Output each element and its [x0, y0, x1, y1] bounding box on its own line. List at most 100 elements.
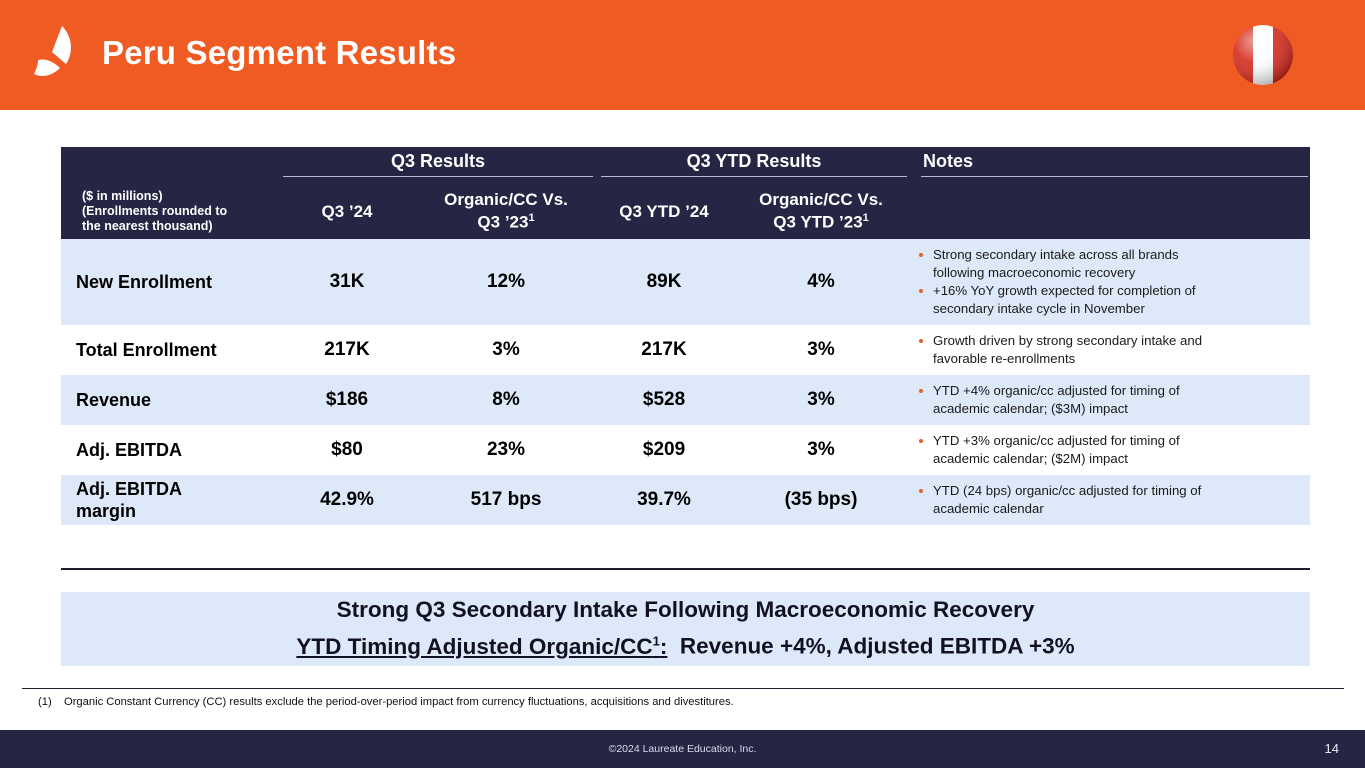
row-notes-cell: YTD (24 bps) organic/cc adjusted for tim… [911, 475, 1311, 525]
summary-callout-superscript: 1 [652, 633, 660, 649]
note-item: Strong secondary intake across all brand… [911, 246, 1310, 282]
row-value-ytd-organic: 3% [731, 425, 912, 475]
column-header-ytd-24: Q3 YTD ’24 [597, 183, 732, 239]
note-line: following macroeconomic recovery [933, 265, 1136, 280]
summary-callout-underlined: YTD Timing Adjusted Organic/CC1: [296, 633, 668, 659]
row-value-q3-organic: 8% [415, 375, 598, 425]
row-metric-label: Revenue [61, 375, 279, 425]
row-notes-cell: YTD +3% organic/cc adjusted for timing o… [911, 425, 1311, 475]
footnote-number: (1) [38, 696, 52, 708]
note-list: Strong secondary intake across all brand… [911, 246, 1310, 318]
footnote: (1) Organic Constant Currency (CC) result… [38, 694, 734, 710]
group-header-q3-ytd-label: Q3 YTD Results [686, 151, 822, 171]
note-list: YTD +3% organic/cc adjusted for timing o… [911, 432, 1310, 468]
row-value-q3-24: 31K [279, 239, 415, 325]
units-note-line2: (Enrollments rounded to [82, 203, 228, 218]
units-note-line3: the nearest thousand) [82, 218, 213, 233]
table-row: Adj. EBITDA margin 42.9% 517 bps 39.7% (35 bp… [61, 475, 1311, 525]
row-notes-cell: Strong secondary intake across all brand… [911, 239, 1311, 325]
group-header-q3-ytd: Q3 YTD Results [597, 147, 912, 183]
summary-callout-colon: : [659, 633, 668, 659]
row-value-ytd-24: 39.7% [597, 475, 732, 525]
summary-callout: Strong Q3 Secondary Intake Following Mac… [61, 592, 1310, 666]
summary-callout-line1: Strong Q3 Secondary Intake Following Mac… [336, 597, 1035, 623]
column-header-q3-24: Q3 ’24 [279, 183, 415, 239]
note-line: +16% YoY growth expected for completion … [933, 283, 1196, 298]
footnote-text: Organic Constant Currency (CC) results e… [64, 696, 734, 708]
note-line: secondary intake cycle in November [933, 301, 1145, 316]
row-metric-line2: margin [76, 501, 137, 521]
row-notes-cell: YTD +4% organic/cc adjusted for timing o… [911, 375, 1311, 425]
summary-callout-underlined-text: YTD Timing Adjusted Organic/CC [296, 633, 653, 659]
note-line: academic calendar; ($3M) impact [933, 401, 1128, 416]
table-row: New Enrollment 31K 12% 89K 4% Strong secondar… [61, 239, 1311, 325]
column-header-q3-organic-line2-text: Q3 ’23 [477, 212, 529, 232]
units-note-cell: ($ in millions) (Enrollments rounded to … [61, 183, 279, 239]
row-value-q3-24: 217K [279, 325, 415, 375]
units-note-line1: ($ in millions) [82, 188, 163, 203]
note-list: YTD +4% organic/cc adjusted for timing o… [911, 382, 1310, 418]
group-header-q3: Q3 Results [279, 147, 598, 183]
note-item: Growth driven by strong secondary intake… [911, 332, 1310, 368]
footer-copyright: ©2024 Laureate Education, Inc. [608, 743, 757, 755]
column-header-q3-organic-line2: Q3 ’231 [415, 209, 597, 232]
column-header-ytd-organic-line2-text: Q3 YTD ’23 [773, 212, 863, 232]
table-row: Total Enrollment 217K 3% 217K 3% Growth drive… [61, 325, 1311, 375]
group-spacer-cell [61, 147, 279, 183]
laureate-leaf-logo-icon [26, 22, 88, 86]
summary-callout-rest: Revenue +4%, Adjusted EBITDA +3% [679, 633, 1075, 659]
note-line: YTD +4% organic/cc adjusted for timing o… [933, 383, 1180, 398]
row-value-q3-24: 42.9% [279, 475, 415, 525]
group-underline-q3 [283, 176, 594, 177]
column-header-ytd-organic-line2: Q3 YTD ’231 [731, 209, 911, 232]
note-list: YTD (24 bps) organic/cc adjusted for tim… [911, 482, 1310, 518]
group-header-q3-label: Q3 Results [390, 151, 486, 171]
note-line: favorable re-enrollments [933, 351, 1076, 366]
footnote-marker-q3: 1 [528, 212, 535, 225]
table-head: Q3 Results Q3 YTD Results Notes ($ in mi… [61, 147, 1311, 239]
note-item: YTD (24 bps) organic/cc adjusted for tim… [911, 482, 1310, 518]
row-value-ytd-24: $528 [597, 375, 732, 425]
table-row: Adj. EBITDA $80 23% $209 3% YTD +3% organic/c… [61, 425, 1311, 475]
note-line: Strong secondary intake across all brand… [933, 247, 1179, 262]
page-title: Peru Segment Results [102, 34, 457, 71]
row-value-q3-organic: 23% [415, 425, 598, 475]
row-value-q3-24: $186 [279, 375, 415, 425]
row-value-q3-organic: 3% [415, 325, 598, 375]
slide-header-bar: Peru Segment Results [0, 0, 1365, 110]
note-line: academic calendar [933, 501, 1044, 516]
footnote-marker-ytd: 1 [862, 212, 869, 225]
note-item: YTD +3% organic/cc adjusted for timing o… [911, 432, 1310, 468]
note-line: YTD (24 bps) organic/cc adjusted for tim… [933, 483, 1202, 498]
column-header-q3-organic-line1: Organic/CC Vs. [444, 190, 568, 210]
column-header-ytd-organic-line1: Organic/CC Vs. [759, 190, 883, 210]
row-metric-label: Total Enrollment [61, 325, 279, 375]
column-header-row: ($ in millions) (Enrollments rounded to … [61, 183, 1311, 239]
note-item: +16% YoY growth expected for completion … [911, 282, 1310, 318]
note-line: YTD +3% organic/cc adjusted for timing o… [933, 433, 1180, 448]
table-body: New Enrollment 31K 12% 89K 4% Strong secondar… [61, 239, 1311, 525]
peru-flag-circle-icon [1233, 25, 1293, 85]
row-value-ytd-24: 217K [597, 325, 732, 375]
note-line: Growth driven by strong secondary intake… [933, 333, 1203, 348]
group-header-row: Q3 Results Q3 YTD Results Notes [61, 147, 1311, 183]
note-list: Growth driven by strong secondary intake… [911, 332, 1310, 368]
row-notes-cell: Growth driven by strong secondary intake… [911, 325, 1311, 375]
column-header-q3-organic: Organic/CC Vs. Q3 ’231 [415, 183, 598, 239]
results-table-container: Q3 Results Q3 YTD Results Notes ($ in mi… [61, 147, 1311, 525]
note-line: academic calendar; ($2M) impact [933, 451, 1128, 466]
row-value-q3-24: $80 [279, 425, 415, 475]
row-metric-label: Adj. EBITDA [61, 425, 279, 475]
table-bottom-rule [61, 568, 1310, 570]
row-value-ytd-24: $209 [597, 425, 732, 475]
table-row: Revenue $186 8% $528 3% YTD +4% organic/cc ad… [61, 375, 1311, 425]
footnote-divider [22, 688, 1344, 689]
row-value-ytd-organic: 4% [731, 239, 912, 325]
slide-footer-bar: ©2024 Laureate Education, Inc. 14 [0, 730, 1365, 768]
column-header-ytd-organic: Organic/CC Vs. Q3 YTD ’231 [731, 183, 912, 239]
row-value-ytd-organic: 3% [731, 375, 912, 425]
row-value-q3-organic: 517 bps [415, 475, 598, 525]
row-metric-line1: Adj. EBITDA [76, 479, 182, 499]
group-header-notes-label: Notes [923, 151, 974, 171]
column-header-notes-spacer [911, 183, 1311, 239]
